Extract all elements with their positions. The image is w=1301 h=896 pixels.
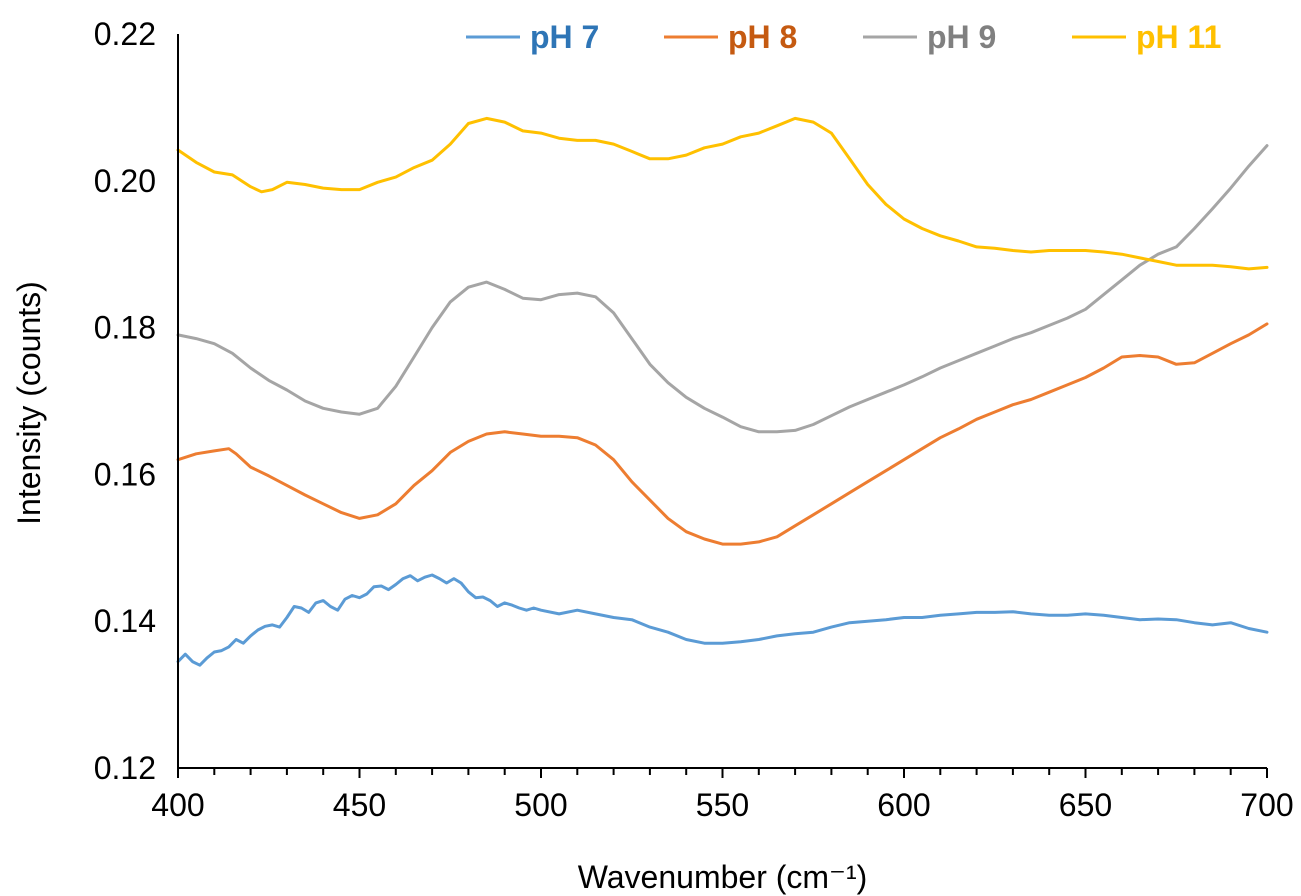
y-ticks: 0.12 0.14 0.16 0.18 0.20 0.22 <box>94 16 156 786</box>
y-tick-label: 0.22 <box>94 16 156 52</box>
legend-label: pH 11 <box>1136 19 1221 55</box>
y-axis-title: Intensity (counts) <box>11 281 47 525</box>
x-axis-title: Wavenumber (cm⁻¹) <box>578 859 868 895</box>
y-tick-label: 0.14 <box>94 603 156 639</box>
legend-label: pH 7 <box>530 19 599 55</box>
series-line-ph-8 <box>176 322 1269 546</box>
y-tick-label: 0.20 <box>94 163 156 199</box>
x-tick-label: 550 <box>696 787 749 823</box>
y-tick-label: 0.16 <box>94 456 156 492</box>
x-tick-label: 700 <box>1240 787 1293 823</box>
legend-label: pH 9 <box>927 19 996 55</box>
x-ticks: 400 450 500 550 600 650 700 <box>151 768 1294 823</box>
x-tick-label: 450 <box>333 787 386 823</box>
series-layer <box>176 116 1269 667</box>
plot-area: 400 450 500 550 600 650 700 0.120.140.160.180.… <box>94 16 1294 823</box>
x-tick-label: 500 <box>514 787 567 823</box>
legend: pH 7 pH 8 pH 9 pH 11 <box>466 19 1221 55</box>
x-tick-label: 400 <box>151 787 204 823</box>
x-tick-label: 650 <box>1059 787 1112 823</box>
y-tick-label: 0.18 <box>94 310 156 346</box>
series-line-ph-7 <box>176 573 1269 667</box>
series-line-ph-11 <box>176 116 1269 271</box>
y-tick-label: 0.12 <box>94 750 156 786</box>
x-tick-label: 600 <box>877 787 930 823</box>
series-line-ph-9 <box>176 144 1269 434</box>
legend-label: pH 8 <box>728 19 797 55</box>
